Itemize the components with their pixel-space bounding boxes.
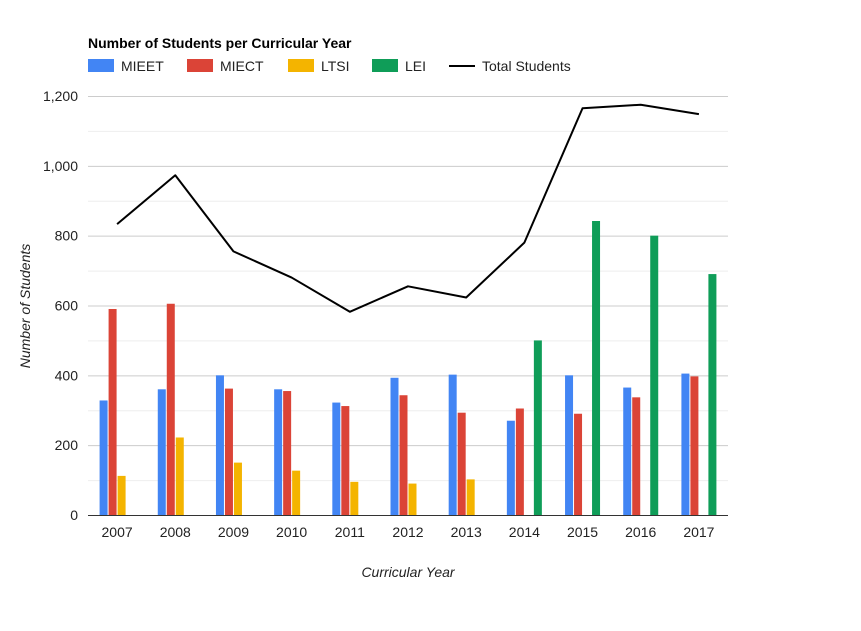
bar-miect-2012[interactable] (399, 395, 408, 515)
bar-mieet-2017[interactable] (681, 373, 690, 515)
bar-miect-2014[interactable] (515, 408, 524, 515)
y-tick-label: 200 (55, 437, 79, 453)
bar-ltsi-2013[interactable] (466, 479, 475, 515)
bar-miect-2008[interactable] (166, 303, 175, 515)
bar-miect-2007[interactable] (108, 308, 117, 515)
bar-lei-2015[interactable] (592, 221, 601, 516)
legend-label-mieet: MIEET (121, 58, 164, 74)
y-tick-label: 1,200 (43, 88, 78, 104)
bar-ltsi-2008[interactable] (175, 437, 184, 515)
bar-mieet-2009[interactable] (215, 375, 224, 515)
y-tick-label: 800 (55, 228, 79, 244)
bar-miect-2015[interactable] (574, 413, 583, 515)
bar-mieet-2007[interactable] (99, 400, 108, 515)
legend-label-total-students: Total Students (482, 58, 571, 74)
x-tick-label: 2009 (218, 524, 249, 540)
legend-swatch-mieet (88, 59, 114, 72)
x-tick-label: 2016 (625, 524, 656, 540)
x-axis-title: Curricular Year (361, 564, 455, 580)
legend-swatch-miect (187, 59, 213, 72)
bar-mieet-2012[interactable] (390, 377, 399, 515)
x-tick-label: 2012 (392, 524, 423, 540)
y-tick-label: 0 (70, 507, 78, 523)
bar-lei-2014[interactable] (533, 340, 542, 515)
x-tick-label: 2013 (451, 524, 482, 540)
bar-ltsi-2007[interactable] (117, 475, 126, 515)
bar-miect-2013[interactable] (457, 412, 466, 515)
x-axis-ticks: 2007 2008 2009 2010 2011 2012 2013 2014 2015 2016… (102, 524, 715, 540)
gridlines (88, 96, 728, 482)
bar-miect-2010[interactable] (283, 391, 292, 515)
bar-lei-2016[interactable] (650, 235, 659, 515)
bar-lei-2017[interactable] (708, 274, 717, 515)
bar-miect-2009[interactable] (224, 388, 233, 515)
line-total-students[interactable] (116, 103, 700, 313)
legend-swatch-lei (372, 59, 398, 72)
x-tick-label: 2008 (160, 524, 191, 540)
y-tick-label: 400 (55, 367, 79, 383)
legend-label-lei: LEI (405, 58, 426, 74)
bar-mieet-2013[interactable] (448, 374, 457, 515)
bar-mieet-2016[interactable] (623, 387, 632, 515)
legend-label-miect: MIECT (220, 58, 264, 74)
legend-label-ltsi: LTSI (321, 58, 350, 74)
bar-mieet-2011[interactable] (332, 402, 341, 515)
bar-mieet-2015[interactable] (565, 375, 574, 515)
bar-ltsi-2009[interactable] (233, 462, 242, 515)
x-tick-label: 2017 (683, 524, 714, 540)
x-tick-label: 2007 (102, 524, 133, 540)
y-axis-title: Number of Students (17, 244, 33, 369)
bar-ltsi-2012[interactable] (408, 483, 417, 515)
y-axis-ticks: 0 200 400 600 800 1,000 1,200 (43, 88, 78, 523)
y-tick-label: 1,000 (43, 158, 78, 174)
x-tick-label: 2010 (276, 524, 307, 540)
bar-miect-2016[interactable] (632, 397, 641, 515)
bar-ltsi-2010[interactable] (292, 470, 301, 515)
bar-ltsi-2011[interactable] (350, 481, 359, 515)
x-tick-label: 2015 (567, 524, 598, 540)
bar-miect-2011[interactable] (341, 406, 350, 515)
total-line (116, 103, 700, 313)
bar-mieet-2010[interactable] (274, 389, 283, 515)
bar-miect-2017[interactable] (690, 376, 699, 515)
bars (99, 221, 717, 516)
legend-swatch-ltsi (288, 59, 314, 72)
y-tick-label: 600 (55, 298, 79, 314)
chart-title: Number of Students per Curricular Year (88, 35, 352, 51)
x-tick-label: 2011 (335, 524, 365, 540)
x-tick-label: 2014 (509, 524, 540, 540)
bar-mieet-2014[interactable] (506, 420, 515, 515)
bar-mieet-2008[interactable] (157, 389, 166, 515)
legend: MIEET MIECT LTSI LEI Total Students (88, 58, 571, 74)
